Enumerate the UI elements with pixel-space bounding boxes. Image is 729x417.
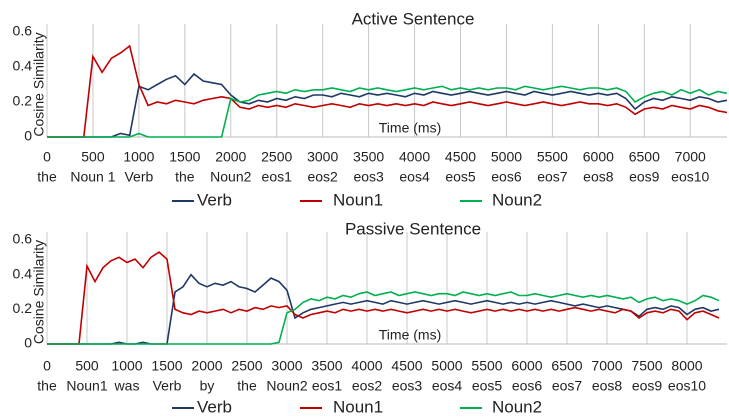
x-tick-word: eos8: [583, 169, 614, 185]
series-line: [47, 44, 728, 138]
x-tick-label: 500: [81, 149, 105, 165]
x-tick-label: 6000: [583, 149, 614, 165]
chart-title: Passive Sentence: [345, 219, 481, 238]
x-tick-label: 500: [75, 358, 99, 374]
x-tick-word: eos4: [432, 378, 463, 394]
x-tick-word: by: [200, 378, 215, 394]
x-tick-word: Verb: [153, 378, 182, 394]
x-tick-word: eos1: [312, 378, 343, 394]
legend-label: Verb: [197, 190, 232, 209]
x-tick-label: 2500: [261, 149, 292, 165]
x-tick-label: 4500: [391, 358, 422, 374]
y-tick-label: 0: [24, 335, 32, 351]
x-tick-word: eos7: [552, 378, 583, 394]
x-tick-label: 8000: [671, 358, 702, 374]
x-tick-word: eos4: [399, 169, 430, 185]
series-line: [47, 291, 720, 345]
x-tick-word: eos6: [491, 169, 522, 185]
x-tick-word: Noun2: [266, 378, 307, 394]
x-tick-word: eos5: [472, 378, 503, 394]
x-tick-label: 7000: [591, 358, 622, 374]
x-tick-word: eos10: [668, 378, 706, 394]
x-tick-label: 1000: [111, 358, 142, 374]
x-tick-label: 4000: [399, 149, 430, 165]
x-tick-label: 0: [43, 358, 51, 374]
y-axis-label: Cosine Similarity: [31, 32, 47, 136]
x-tick-word: eos10: [671, 169, 709, 185]
x-tick-word: eos6: [512, 378, 543, 394]
x-tick-word: Verb: [124, 169, 153, 185]
chart-title: Active Sentence: [352, 9, 475, 28]
x-tick-word: the: [237, 378, 257, 394]
x-tick-word: eos2: [352, 378, 383, 394]
x-tick-word: eos3: [392, 378, 423, 394]
legend-label: Noun1: [333, 190, 383, 209]
x-tick-label: 7500: [631, 358, 662, 374]
x-tick-label: 5000: [491, 149, 522, 165]
x-tick-label: 2000: [191, 358, 222, 374]
x-tick-word: Noun 1: [70, 169, 115, 185]
x-tick-label: 5500: [471, 358, 502, 374]
x-tick-word: Noun1: [66, 378, 107, 394]
x-tick-word: the: [37, 378, 57, 394]
x-tick-label: 5500: [537, 149, 568, 165]
y-tick-label: 0: [24, 128, 32, 144]
y-tick-label: 0.2: [13, 300, 33, 316]
x-tick-label: 2000: [215, 149, 246, 165]
x-tick-label: 1000: [123, 149, 154, 165]
x-tick-label: 6500: [629, 149, 660, 165]
x-tick-word: eos2: [307, 169, 338, 185]
x-tick-word: the: [37, 169, 57, 185]
x-tick-word: eos9: [629, 169, 660, 185]
legend-label: Noun2: [492, 190, 542, 209]
x-tick-label: 6000: [511, 358, 542, 374]
x-tick-label: 5000: [431, 358, 462, 374]
x-tick-word: Noun2: [210, 169, 251, 185]
y-tick-label: 0.4: [13, 265, 33, 281]
legend-label: Noun2: [492, 397, 542, 416]
x-tick-label: 4500: [445, 149, 476, 165]
x-tick-label: 3000: [307, 149, 338, 165]
x-tick-word: eos3: [353, 169, 384, 185]
y-tick-label: 0.6: [13, 231, 33, 247]
x-tick-word: eos8: [592, 378, 623, 394]
y-tick-label: 0.4: [13, 58, 33, 74]
x-tick-label: 3000: [271, 358, 302, 374]
x-tick-word: eos7: [537, 169, 568, 185]
legend-label: Verb: [197, 397, 232, 416]
x-tick-label: 3500: [353, 149, 384, 165]
x-axis-label: Time (ms): [379, 120, 441, 136]
x-tick-label: 2500: [231, 358, 262, 374]
x-tick-word: eos5: [445, 169, 476, 185]
x-tick-word: eos9: [632, 378, 663, 394]
x-tick-label: 1500: [151, 358, 182, 374]
y-axis-label: Cosine Similarity: [31, 240, 47, 344]
series-line: [47, 85, 728, 138]
x-tick-word: eos1: [262, 169, 293, 185]
series-line: [47, 251, 720, 345]
x-tick-label: 0: [43, 149, 51, 165]
x-axis-label: Time (ms): [379, 327, 441, 343]
legend-label: Noun1: [333, 397, 383, 416]
y-tick-label: 0.6: [13, 23, 33, 39]
x-tick-label: 1500: [169, 149, 200, 165]
x-tick-label: 4000: [351, 358, 382, 374]
x-tick-label: 3500: [311, 358, 342, 374]
y-tick-label: 0.2: [13, 93, 33, 109]
x-tick-word: the: [175, 169, 195, 185]
x-tick-label: 6500: [551, 358, 582, 374]
series-line: [47, 72, 728, 138]
x-tick-label: 7000: [675, 149, 706, 165]
x-tick-word: was: [114, 378, 140, 394]
